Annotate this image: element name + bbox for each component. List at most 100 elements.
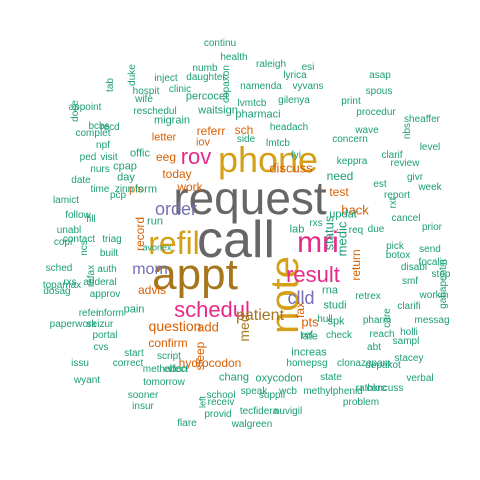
word-back: back bbox=[341, 202, 369, 218]
word-nuvigil: nuvigil bbox=[273, 406, 303, 417]
word-med: med bbox=[236, 314, 252, 342]
word-numb: numb bbox=[192, 63, 218, 74]
word-avonex: avonex bbox=[142, 242, 172, 253]
word-print: print bbox=[341, 96, 361, 107]
word-lyrica: lyrica bbox=[283, 70, 307, 81]
word-inform: inform bbox=[96, 308, 124, 319]
word-smf: smf bbox=[401, 276, 419, 287]
word-refax: refax bbox=[86, 264, 97, 288]
word-pick: pick bbox=[386, 241, 404, 252]
word-clinic: clinic bbox=[168, 84, 192, 95]
word-speak: speak bbox=[240, 386, 268, 397]
word-schedul: schedul bbox=[174, 297, 250, 322]
word-chang: chang bbox=[219, 371, 249, 384]
word-verbal: verbal bbox=[406, 373, 434, 384]
word-rov: rov bbox=[180, 144, 212, 169]
word-pharm: pharm bbox=[362, 315, 392, 326]
word-sheaffer: sheaffer bbox=[404, 114, 440, 125]
word-date: date bbox=[71, 175, 91, 186]
word-side: side bbox=[236, 134, 256, 145]
word-wave: wave bbox=[355, 125, 379, 136]
word-rna: rna bbox=[322, 284, 338, 297]
word-namenda: namenda bbox=[240, 81, 282, 92]
word-gilenya: gilenya bbox=[278, 95, 310, 106]
word-tomorrow: tomorrow bbox=[143, 377, 185, 388]
word-continu: continu bbox=[203, 38, 237, 49]
word-pain: pain bbox=[123, 303, 145, 316]
word-phone: phone bbox=[217, 139, 319, 180]
word-prior: prior bbox=[421, 222, 443, 233]
word-refer: refer bbox=[78, 308, 100, 319]
word-send: send bbox=[419, 244, 441, 255]
word-eeg: eeg bbox=[155, 150, 177, 164]
word-clarif: clarif bbox=[381, 150, 403, 161]
word-methadon: methadon bbox=[142, 364, 188, 375]
word-start: start bbox=[124, 348, 144, 359]
word-confirm: confirm bbox=[148, 336, 188, 350]
word-referr: referr bbox=[196, 124, 226, 138]
word-run: run bbox=[147, 215, 163, 228]
word-hull: hull bbox=[317, 314, 333, 325]
word-reschedul: reschedul bbox=[133, 106, 177, 117]
word-order: order bbox=[154, 199, 198, 219]
word-homepsg: homepsg bbox=[286, 358, 328, 369]
word-hydrocodon: hydrocodon bbox=[178, 356, 242, 370]
word-messag: messag bbox=[414, 315, 450, 326]
word-fyi: fyi bbox=[291, 150, 301, 161]
word-patient: patient bbox=[235, 307, 285, 324]
word-topamax: topamax bbox=[42, 280, 82, 291]
word-mri: mri bbox=[297, 226, 339, 259]
word-clld: clld bbox=[287, 288, 315, 308]
word-clonazepam: clonazepam bbox=[337, 358, 391, 369]
word-script: script bbox=[157, 351, 181, 362]
word-fax: fax bbox=[293, 301, 307, 319]
word-procedur: procedur bbox=[356, 107, 396, 118]
word-focalin: focalin bbox=[418, 257, 448, 268]
word-tecfidera: tecfidera bbox=[239, 406, 279, 417]
word-report: report bbox=[383, 190, 411, 201]
word-request: request bbox=[173, 172, 327, 224]
word-work: work bbox=[177, 180, 203, 194]
word-sleep: sleep bbox=[193, 341, 207, 371]
word-level: level bbox=[419, 142, 441, 153]
word-sooner: sooner bbox=[127, 390, 159, 401]
word-copi: copi bbox=[53, 237, 73, 248]
word-state: state bbox=[320, 372, 342, 383]
word-rxt: rxt bbox=[388, 197, 399, 209]
word-migrain: migrain bbox=[153, 114, 191, 127]
word-dose: dose bbox=[70, 100, 81, 122]
word-lab: lab bbox=[289, 223, 305, 236]
word-raleigh: raleigh bbox=[255, 59, 287, 70]
word-add: add bbox=[197, 319, 219, 335]
word-time: time bbox=[90, 184, 110, 195]
word-due: due bbox=[367, 224, 385, 235]
word-asap: asap bbox=[369, 70, 391, 81]
word-appoint: appoint bbox=[68, 102, 102, 113]
word-nbs: nbs bbox=[402, 122, 413, 140]
word-advis: advis bbox=[137, 283, 167, 297]
word-receiv: receiv bbox=[207, 397, 235, 408]
word-pharmaci: pharmaci bbox=[235, 108, 281, 121]
word-appt: appt bbox=[152, 250, 238, 299]
word-rathkrc: rathkrc bbox=[355, 383, 387, 394]
word-clarifi: clarifi bbox=[397, 301, 421, 312]
word-unabl: unabl bbox=[56, 225, 82, 236]
word-concuss: concuss bbox=[366, 383, 404, 394]
word-lmtcb: lmtcb bbox=[266, 138, 290, 149]
word-disabl: disabl bbox=[400, 262, 428, 273]
word-suppli: suppli bbox=[258, 390, 286, 401]
word-cancel: cancel bbox=[391, 213, 421, 224]
word-auth: auth bbox=[97, 264, 117, 275]
word-oxycodon: oxycodon bbox=[255, 372, 303, 385]
word-npf: npf bbox=[96, 140, 110, 151]
word-lamict: lamict bbox=[52, 195, 80, 206]
word-concern: concern bbox=[332, 134, 368, 145]
word-daughter: daughter bbox=[186, 72, 226, 83]
word-mom: mom bbox=[132, 261, 168, 278]
word-stop: stop bbox=[431, 269, 451, 280]
word-approv: approv bbox=[89, 289, 121, 300]
word-adderal: adderal bbox=[83, 277, 117, 288]
word-flare: flare bbox=[177, 418, 197, 429]
word-dosag: dosag bbox=[43, 286, 71, 297]
